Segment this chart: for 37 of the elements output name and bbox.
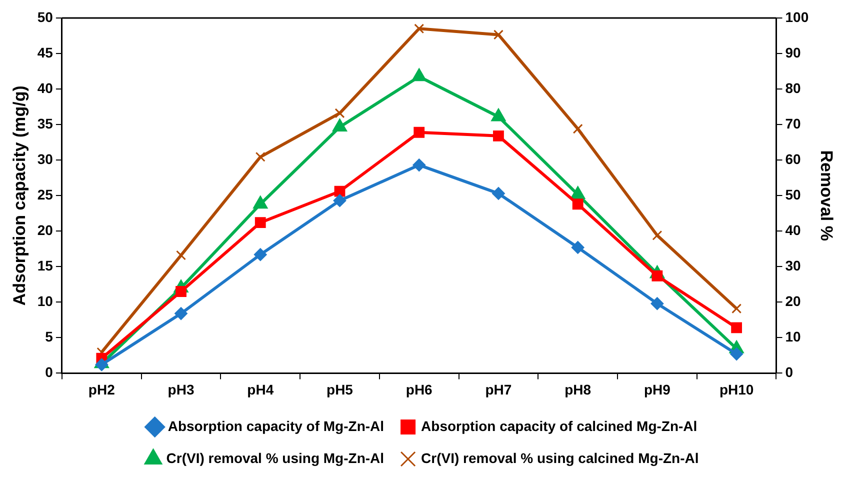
y-axis-title: Adsorption capacity (mg/g) <box>10 86 29 306</box>
y2-tick-label: 0 <box>785 364 794 380</box>
x-tick-label: pH3 <box>168 381 194 398</box>
x-tick-label: pH9 <box>644 381 671 398</box>
y-tick-label: 30 <box>37 150 54 167</box>
y-tick-label: 25 <box>37 186 54 202</box>
y-tick-label: 10 <box>37 293 54 310</box>
y2-tick-label: 60 <box>785 150 802 167</box>
y-tick-label: 0 <box>45 364 54 380</box>
x-tick-label: pH10 <box>719 381 754 398</box>
legend-label: Cr(VI) removal % using calcined Mg-Zn-Al <box>421 450 699 466</box>
x-tick-label: pH6 <box>406 381 433 398</box>
y2-tick-label: 90 <box>785 44 802 60</box>
x-tick-label: pH2 <box>88 381 116 398</box>
y-tick-label: 20 <box>37 222 54 238</box>
y2-tick-label: 50 <box>785 186 802 202</box>
y2-tick-label: 30 <box>785 258 802 274</box>
legend-label: Absorption capacity of Mg-Zn-Al <box>168 418 384 434</box>
y2-axis-title: Removal % <box>817 150 836 241</box>
x-tick-label: pH4 <box>247 381 274 398</box>
x-tick-label: pH7 <box>485 381 512 398</box>
y2-tick-label: 80 <box>785 80 802 96</box>
y2-tick-label: 70 <box>785 115 802 132</box>
legend-label: Cr(VI) removal % using Mg-Zn-Al <box>166 450 384 466</box>
y-tick-label: 5 <box>45 328 54 345</box>
x-tick-label: pH5 <box>326 381 354 398</box>
y-tick-label: 35 <box>37 115 54 132</box>
y2-tick-label: 100 <box>785 8 809 25</box>
legend-label: Absorption capacity of calcined Mg-Zn-Al <box>421 418 698 434</box>
y2-tick-label: 40 <box>785 222 802 238</box>
y-tick-label: 45 <box>37 44 54 60</box>
y-tick-label: 15 <box>37 258 54 274</box>
x-tick-label: pH8 <box>564 381 592 398</box>
y-tick-label: 40 <box>37 80 54 96</box>
y-tick-label: 50 <box>37 8 54 25</box>
y2-tick-label: 10 <box>785 328 802 345</box>
y2-tick-label: 20 <box>785 293 802 310</box>
